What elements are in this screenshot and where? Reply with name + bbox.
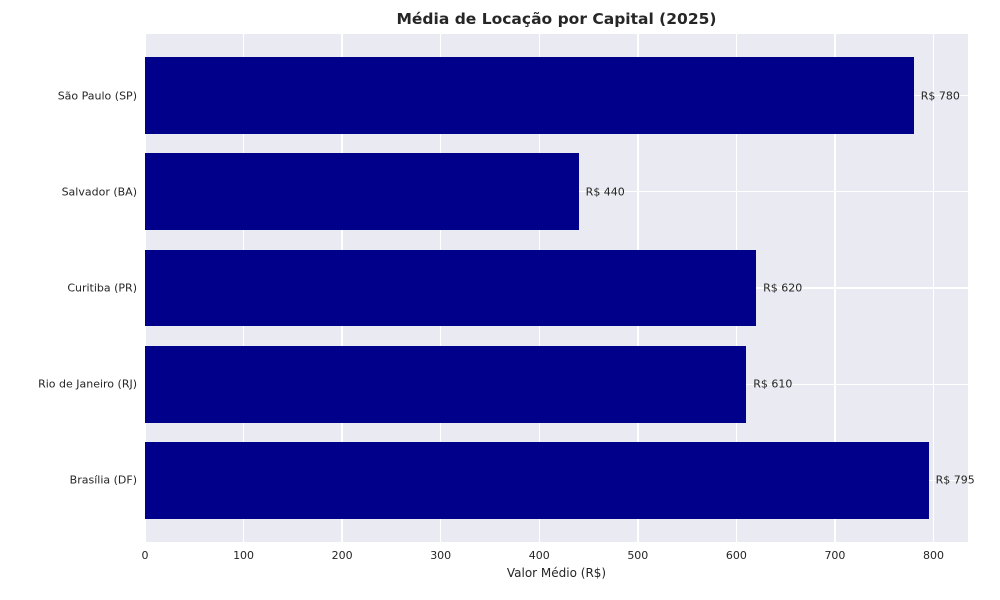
bar <box>145 57 914 135</box>
chart-title: Média de Locação por Capital (2025) <box>396 10 717 28</box>
y-tick-label: Salvador (BA) <box>61 185 137 199</box>
x-tick-label: 500 <box>627 549 649 562</box>
x-tick-label: 200 <box>331 549 353 562</box>
y-tick-label: Curitiba (PR) <box>67 281 137 295</box>
bar-value-label: R$ 620 <box>763 281 803 295</box>
x-tick-label: 300 <box>430 549 452 562</box>
y-tick-label: São Paulo (SP) <box>57 89 137 103</box>
y-tick-label: Rio de Janeiro (RJ) <box>38 377 137 391</box>
bar-value-label: R$ 795 <box>935 473 975 487</box>
x-tick-label: 700 <box>824 549 846 562</box>
x-axis-label: Valor Médio (R$) <box>506 566 607 580</box>
bar-value-label: R$ 440 <box>585 185 625 199</box>
bar <box>145 153 579 231</box>
x-tick-label: 800 <box>923 549 944 562</box>
bar <box>145 249 757 327</box>
x-tick-label: 400 <box>528 549 550 562</box>
y-tick-label: Brasília (DF) <box>69 473 137 487</box>
x-tick-label: 600 <box>725 549 747 562</box>
x-tick-label: 0 <box>141 549 149 562</box>
bar <box>145 441 929 519</box>
bar <box>145 345 747 423</box>
plot-area <box>145 34 968 542</box>
bar-value-label: R$ 610 <box>753 377 793 391</box>
bar-value-label: R$ 780 <box>920 89 960 103</box>
x-tick-label: 100 <box>233 549 255 562</box>
